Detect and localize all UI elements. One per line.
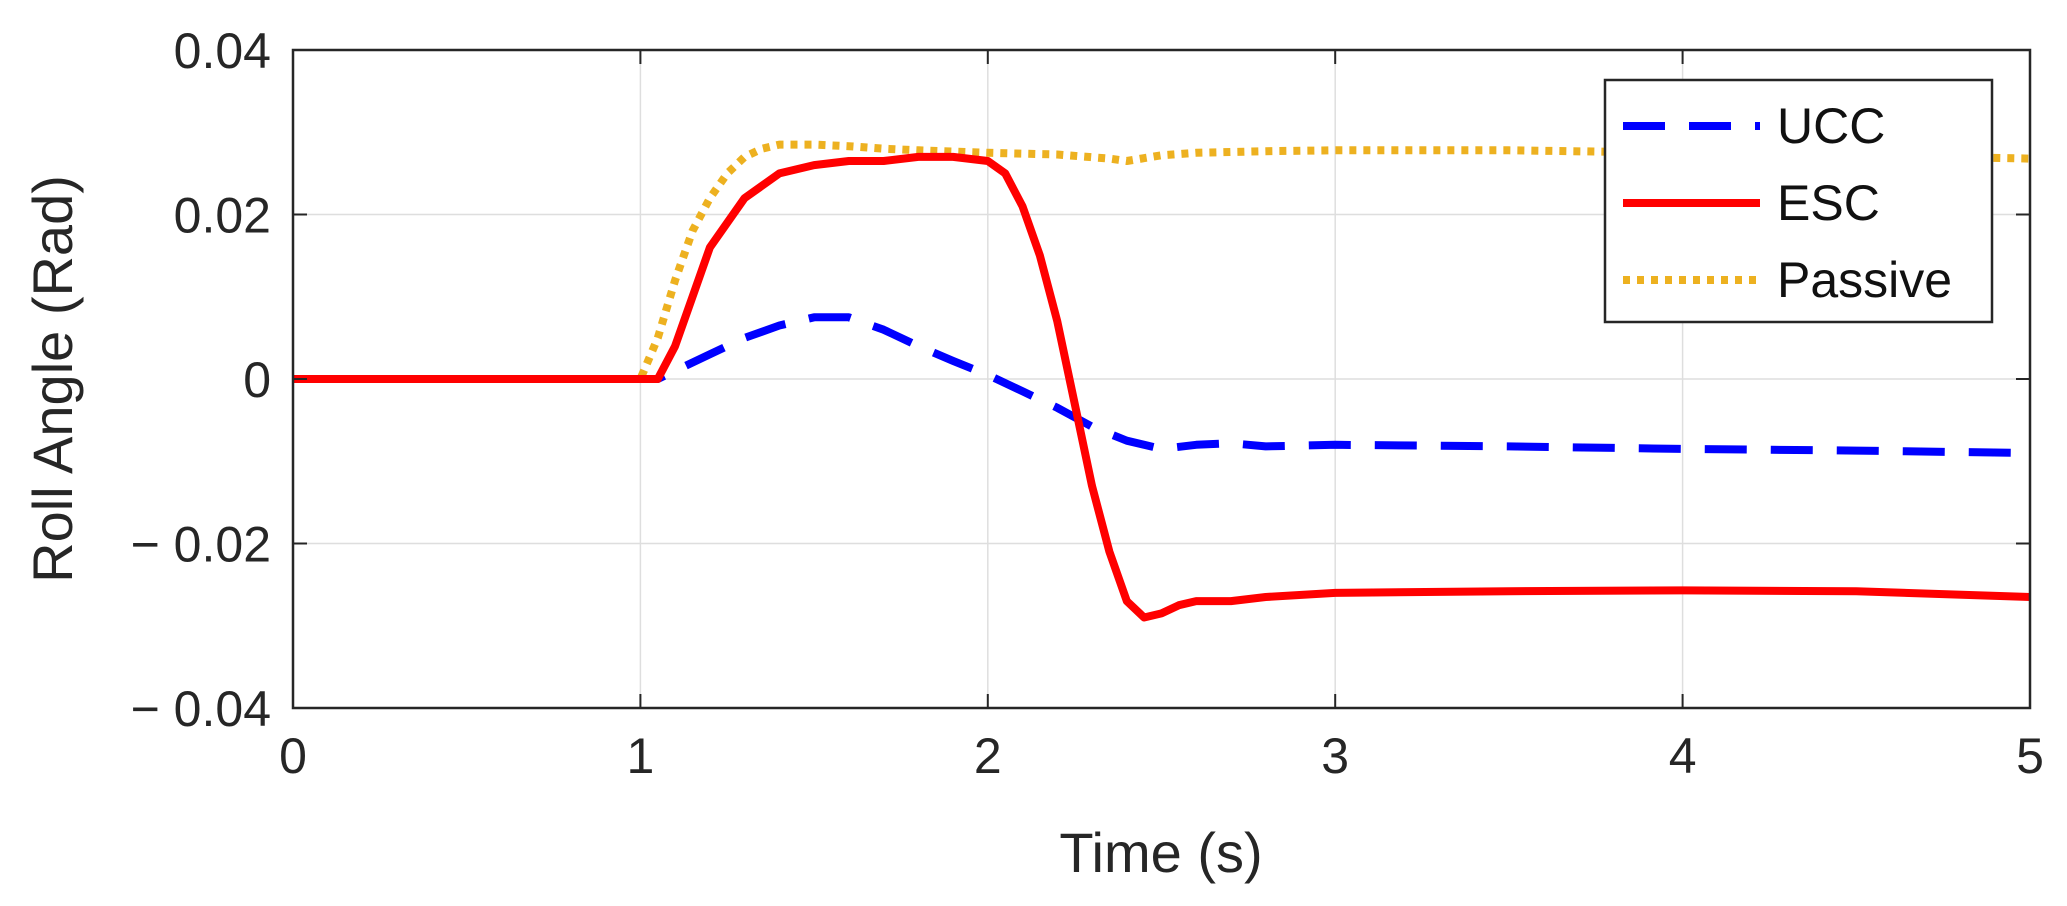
series-line-ucc [293,313,2031,457]
y-tick-label: 0.02 [174,188,271,244]
plot-frame [291,48,2032,710]
y-tick-label: − 0.02 [131,517,271,573]
x-tick-label: 3 [1321,728,1349,784]
y-tick-label: 0 [243,352,271,408]
x-tick-label: 1 [626,728,654,784]
y-axis-label: Roll Angle (Rad) [21,175,84,583]
x-axis-label: Time (s) [1059,821,1262,884]
series-layer [293,140,2031,622]
series-line-passive [293,140,2031,383]
x-tick-label: 5 [2016,728,2044,784]
x-tick-label: 0 [279,728,307,784]
series-line-esc [293,152,2031,622]
legend: UCC ESC Passive [1603,78,1994,324]
legend-label-passive: Passive [1777,252,1952,308]
legend-label-ucc: UCC [1777,98,1885,154]
legend-label-esc: ESC [1777,175,1880,231]
y-tick-labels: 0.04 0.02 0 − 0.02 − 0.04 [131,23,271,737]
x-tick-label: 2 [974,728,1002,784]
y-tick-label: 0.04 [174,23,271,79]
x-tick-labels: 0 1 2 3 4 5 [279,728,2044,784]
x-tick-label: 4 [1669,728,1697,784]
y-tick-label: − 0.04 [131,681,271,737]
